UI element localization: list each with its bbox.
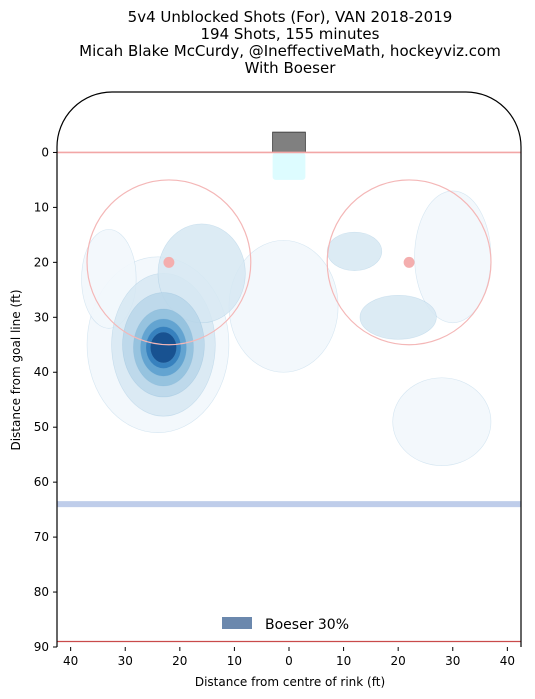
x-tick-label-5: 10 [336, 654, 351, 668]
goal-crease [272, 152, 306, 180]
faceoff-circle-1 [326, 179, 492, 346]
goal-net [272, 131, 306, 153]
y-tick-label-8: 80 [34, 585, 49, 599]
x-tick-label-1: 30 [118, 654, 133, 668]
x-tick-label-6: 20 [391, 654, 406, 668]
y-axis-label: Distance from goal line (ft) [9, 289, 23, 450]
rink-markings [57, 131, 521, 643]
legend: Boeser 30% [222, 617, 349, 633]
legend-swatch-boeser [222, 617, 252, 629]
y-tick-label-5: 50 [34, 420, 49, 434]
density-hotspot-9 [326, 231, 383, 271]
density-hotspot-8 [228, 240, 339, 373]
x-axis-ticks: 40 30 20 10 0 10 20 30 40 [63, 647, 515, 668]
y-tick-label-3: 30 [34, 310, 49, 324]
density-contours [81, 190, 492, 466]
x-tick-label-8: 40 [500, 654, 515, 668]
x-tick-label-0: 40 [63, 654, 78, 668]
y-axis-ticks: 0 10 20 30 40 50 60 70 80 90 [34, 145, 57, 654]
y-tick-label-2: 20 [34, 255, 49, 269]
x-tick-label-7: 30 [445, 654, 460, 668]
x-axis-label: Distance from centre of rink (ft) [195, 675, 385, 689]
density-hotspot-6 [150, 331, 177, 364]
legend-label: Boeser 30% [265, 617, 349, 633]
density-hotspot-11 [392, 377, 492, 466]
y-tick-label-4: 40 [34, 365, 49, 379]
chart-title-line-3: Micah Blake McCurdy, @IneffectiveMath, h… [79, 42, 501, 60]
chart-title-line-1: 5v4 Unblocked Shots (For), VAN 2018-2019 [128, 8, 453, 26]
density-hotspot-10 [359, 295, 437, 340]
rink-boards-outline [56, 91, 522, 647]
y-tick-label-0: 0 [41, 145, 49, 159]
x-tick-label-3: 10 [227, 654, 242, 668]
blue-line [57, 501, 521, 508]
faceoff-dot-0 [163, 256, 175, 268]
chart-title-line-4: With Boeser [245, 59, 337, 77]
x-tick-label-2: 20 [172, 654, 187, 668]
faceoff-dot-1 [403, 256, 415, 268]
faceoff-circle-0 [86, 179, 252, 346]
y-tick-label-6: 60 [34, 475, 49, 489]
y-tick-label-1: 10 [34, 200, 49, 214]
chart-title-line-2: 194 Shots, 155 minutes [201, 25, 380, 43]
y-tick-label-9: 90 [34, 640, 49, 654]
y-tick-label-7: 70 [34, 530, 49, 544]
x-tick-label-4: 0 [285, 654, 293, 668]
